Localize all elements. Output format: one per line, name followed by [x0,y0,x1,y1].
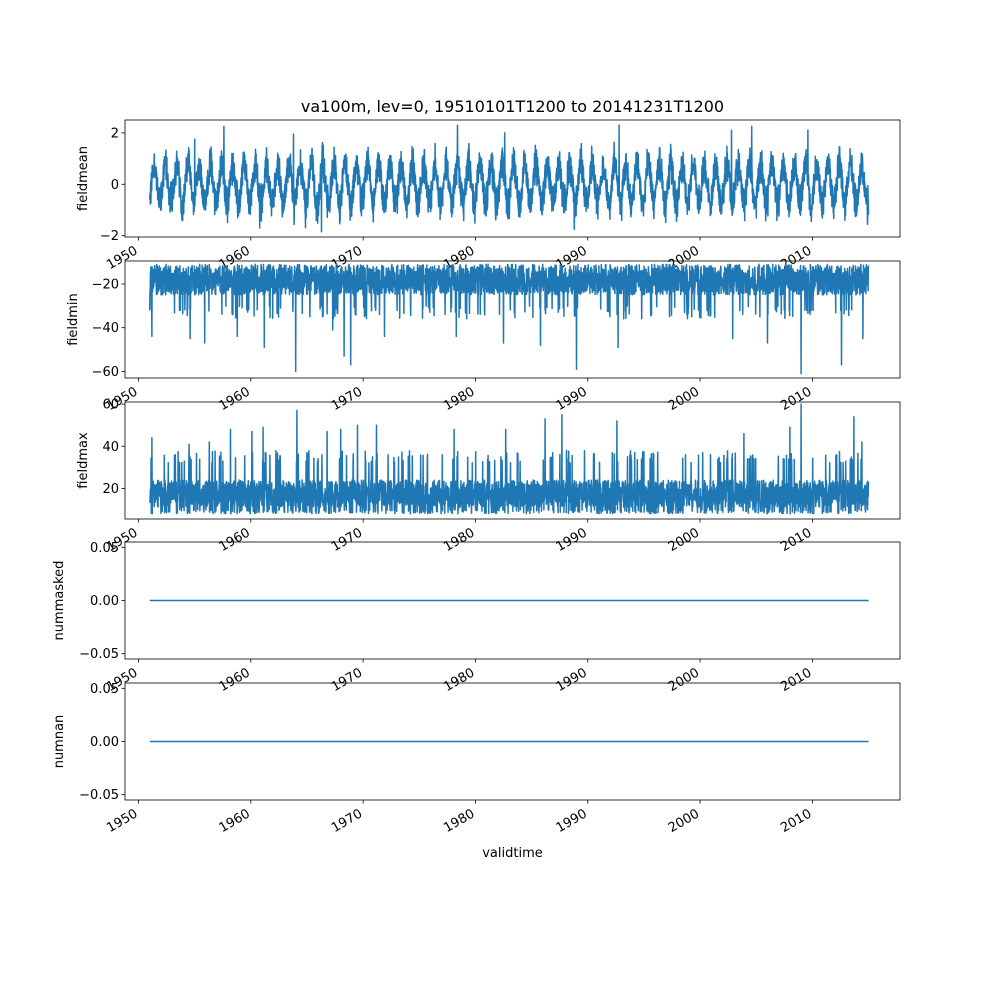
y-axis-label-fieldmax: fieldmax [76,432,91,489]
y-tick-label: 0.05 [90,682,119,697]
chart-title: va100m, lev=0, 19510101T1200 to 20141231… [301,97,724,116]
axes-frame-fieldmean [124,119,901,238]
y-axis-label-fieldmin: fieldmin [66,293,81,346]
axes-frame-fieldmax [124,401,901,520]
series-line-fieldmax [148,403,870,515]
y-tick-label: −60 [92,365,119,380]
x-axis-label: validtime [482,846,543,861]
y-axis-label-nummasked: nummasked [52,561,67,641]
y-tick-label: 2 [111,126,119,141]
y-tick-label: 0 [111,178,119,193]
y-tick-label: −2 [100,229,119,244]
y-tick-label: −40 [92,321,119,336]
y-tick-label: −0.05 [79,647,119,662]
y-tick-label: 0.00 [90,735,119,750]
y-tick-label: 40 [102,440,119,455]
axes-frame-fieldmin [124,260,901,379]
series-line-fieldmean [148,124,870,233]
series-line-fieldmin [148,263,870,375]
y-axis-label-fieldmean: fieldmean [76,146,91,211]
y-tick-label: 60 [102,398,119,413]
y-axis-label-numnan: numnan [52,715,67,769]
y-tick-label: 0.05 [90,541,119,556]
y-tick-label: 0.00 [90,594,119,609]
y-tick-label: −20 [92,277,119,292]
y-tick-label: 20 [102,482,119,497]
y-tick-label: −0.05 [79,788,119,803]
